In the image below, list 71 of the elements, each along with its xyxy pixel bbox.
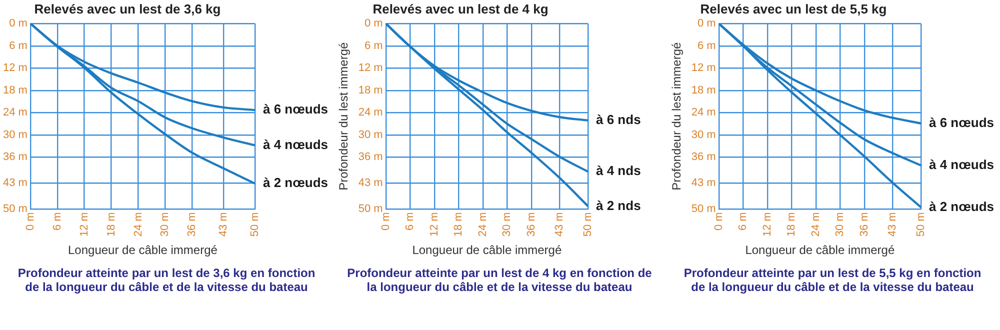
series-label: à 2 nds [596,198,641,213]
x-tick-label: 50 m [249,212,262,237]
y-axis-title: Profondeur du lest immergé [670,42,684,190]
y-tick-label: 43 m [691,177,716,190]
series-label: à 4 nds [596,163,641,178]
series-label: à 6 nds [596,112,641,128]
y-tick-label: 0 m [364,18,383,30]
x-tick-label: 30 m [159,212,172,237]
y-tick-label: 30 m [358,128,383,141]
x-tick-label: 6 m [737,212,750,230]
x-tick-label: 43 m [218,212,230,237]
x-tick-label: 12 m [78,212,90,237]
chart-title: Relevés avec un lest de 5,5 kg [700,1,887,16]
y-tick-label: 43 m [2,177,28,190]
y-tick-label: 0 m [698,18,716,30]
y-tick-label: 6 m [698,40,716,52]
x-tick-label: 6 m [404,212,416,230]
y-tick-label: 18 m [691,84,716,96]
x-tick-label: 24 m [476,212,489,237]
x-tick-label: 43 m [554,212,566,237]
x-tick-label: 43 m [886,212,899,237]
x-tick-label: 36 m [186,212,198,237]
y-tick-label: 18 m [358,84,383,96]
y-tick-label: 24 m [358,106,383,119]
x-tick-label: 24 m [132,212,144,237]
y-tick-label: 6 m [9,40,28,52]
x-tick-label: 36 m [525,212,538,237]
x-tick-label: 36 m [858,212,870,237]
y-tick-label: 30 m [2,128,28,141]
y-tick-label: 0 m [9,18,28,30]
x-tick-label: 30 m [501,212,514,237]
x-tick-label: 6 m [51,212,64,230]
x-axis-title: Longueur de câble immergé [68,243,218,258]
y-tick-label: 6 m [364,40,383,52]
y-tick-label: 50 m [691,203,716,216]
series-label: à 2 nœuds [929,198,994,214]
x-tick-label: 30 m [834,212,846,237]
chart-title: Relevés avec un lest de 4 kg [372,1,548,16]
text: Profondeur atteinte par un lest de 5,5 kg en fonction de la longueur du câble et de la vitesse du bateau [682,265,982,294]
y-tick-label: 24 m [691,106,716,119]
y-tick-label: 12 m [691,62,716,74]
x-tick-label: 50 m [582,212,594,237]
x-tick-label: 18 m [105,212,118,237]
y-tick-label: 12 m [358,62,383,74]
x-tick-label: 18 m [786,212,798,237]
y-axis-title: Profondeur du lest immergé [336,42,351,190]
y-tick-label: 36 m [2,151,28,164]
series-label: à 4 nœuds [263,136,328,152]
x-tick-label: 12 m [428,212,440,237]
x-tick-label: 12 m [761,212,774,237]
y-tick-label: 30 m [691,128,716,141]
chart-title: Relevés avec un lest de 3,6 kg [34,1,221,16]
y-tick-label: 36 m [691,151,716,164]
y-tick-label: 36 m [358,151,383,164]
text: Profondeur atteinte par un lest de 4 kg en fonction de la longueur du câble et de la vitesse du bateau [346,265,653,294]
y-tick-label: 50 m [2,203,28,216]
y-tick-label: 43 m [358,177,383,190]
x-tick-label: 50 m [915,212,928,237]
x-axis-title: Longueur de câble immergé [745,243,895,258]
x-tick-label: 18 m [452,212,465,237]
text: Profondeur atteinte par un lest de 3,6 kg en fonction de la longueur du câble et de la vitesse du bateau [16,265,316,294]
y-tick-label: 12 m [2,62,28,74]
x-axis-title: Longueur de câble immergé [412,243,562,258]
y-tick-label: 18 m [2,84,28,96]
series-label: à 6 nœuds [263,102,328,117]
series-label: à 6 nœuds [929,115,994,130]
series-label: à 2 nœuds [263,175,328,190]
series-label: à 4 nœuds [929,156,994,172]
y-tick-label: 50 m [358,203,383,216]
y-tick-label: 24 m [2,106,28,119]
x-tick-label: 24 m [810,212,822,237]
